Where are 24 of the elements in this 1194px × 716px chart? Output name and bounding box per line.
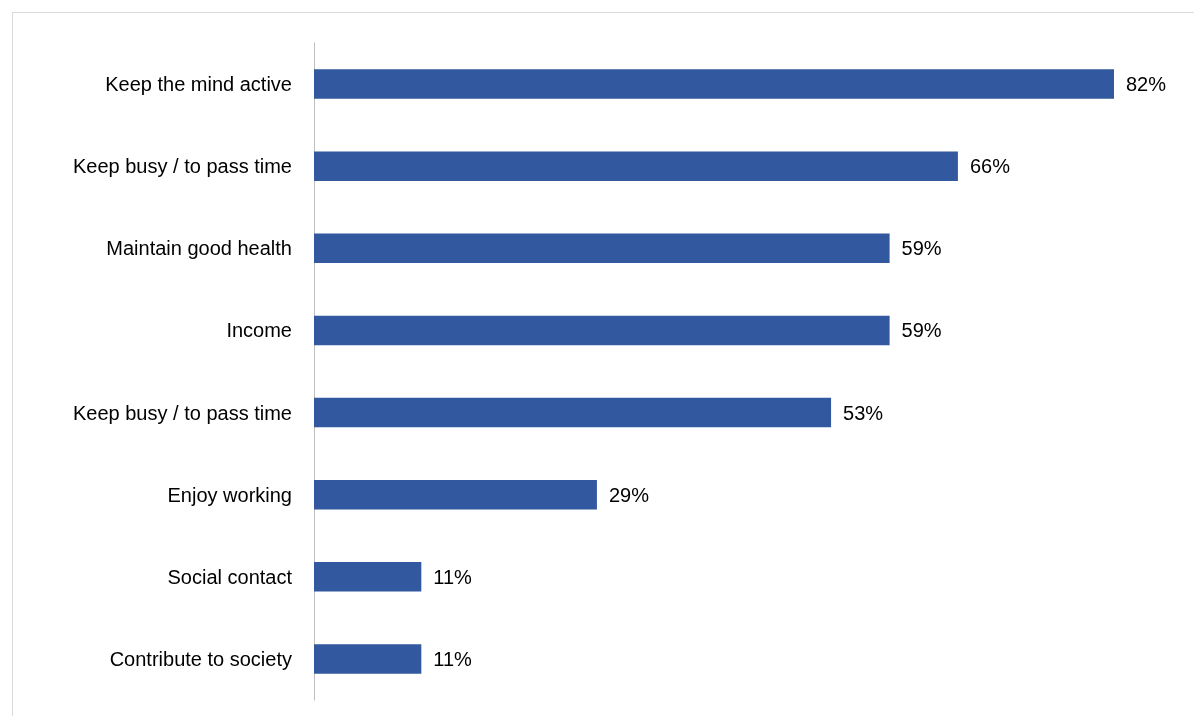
y-tick-label: Contribute to society [109, 647, 292, 670]
y-tick-label: Keep busy / to pass time [72, 401, 292, 424]
data-label: 59% [901, 237, 942, 260]
data-label: 59% [901, 319, 942, 342]
data-label: 11% [433, 565, 473, 588]
y-tick-label: Social contact [167, 565, 293, 588]
bar [314, 562, 422, 592]
bar [314, 479, 597, 510]
data-label: 11% [433, 647, 473, 670]
y-tick-label: Enjoy working [167, 483, 292, 506]
bar [314, 69, 1114, 99]
data-label: 53% [843, 401, 884, 424]
y-tick-label: Keep busy / to pass time [72, 155, 292, 178]
y-tick-label: Income [226, 319, 292, 342]
bar [314, 315, 890, 346]
y-tick-label: Keep the mind active [105, 73, 292, 96]
data-label: 82% [1126, 73, 1167, 96]
data-label: 66% [969, 155, 1011, 178]
y-tick-label: Maintain good health [106, 237, 292, 260]
bar [314, 151, 958, 181]
data-label: 29% [608, 483, 650, 506]
bar [314, 233, 890, 264]
bar [314, 397, 832, 428]
bar [314, 644, 422, 674]
